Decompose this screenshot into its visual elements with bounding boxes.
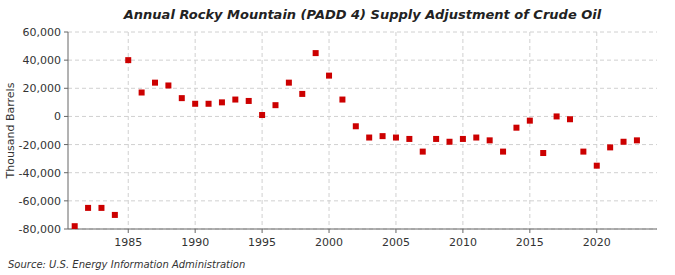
point [527, 118, 533, 124]
x-tick-label: 2020 [583, 236, 611, 249]
point [112, 212, 118, 218]
y-grid-line [68, 172, 657, 173]
point [313, 50, 319, 56]
x-grid-line [596, 32, 597, 229]
x-tick [195, 229, 196, 233]
y-grid-line [68, 229, 657, 230]
point [500, 149, 506, 155]
page: {"chart_data": { "type": "scatter", "tit… [0, 0, 675, 275]
y-grid-line [68, 200, 657, 201]
point [353, 123, 359, 129]
point [393, 135, 399, 141]
x-tick [462, 229, 463, 233]
x-tick-label: 2000 [315, 236, 343, 249]
x-grid-line [462, 32, 463, 229]
y-grid-line [68, 88, 657, 89]
point [219, 99, 225, 105]
y-tick-label: -60,000 [19, 195, 61, 208]
source-note: Source: U.S. Energy Information Administ… [8, 259, 245, 270]
x-tick [596, 229, 597, 233]
point [380, 133, 386, 139]
point [85, 205, 91, 211]
point [246, 98, 252, 104]
y-tick-label: 20,000 [23, 82, 62, 95]
y-axis-line [68, 32, 69, 229]
point [621, 139, 627, 145]
x-tick-label: 1995 [248, 236, 276, 249]
x-tick [329, 229, 330, 233]
point [607, 144, 613, 150]
point [326, 73, 332, 79]
y-tick [64, 88, 68, 89]
grid [68, 32, 657, 229]
point [634, 137, 640, 143]
x-grid-line [329, 32, 330, 229]
point [272, 102, 278, 108]
point [554, 113, 560, 119]
y-tick [64, 144, 68, 145]
x-tick-label: 1990 [181, 236, 209, 249]
point [179, 95, 185, 101]
point [594, 163, 600, 169]
x-tick [128, 229, 129, 233]
axes: -80,000 -60,000 -40,000 -20,000 0 20,000 40,00… [19, 26, 657, 249]
x-tick-label: 2010 [449, 236, 477, 249]
point [460, 136, 466, 142]
x-axis-line [68, 229, 657, 230]
point [165, 82, 171, 88]
point [487, 137, 493, 143]
x-grid-line [395, 32, 396, 229]
y-axis-label: Thousand Barrels [4, 82, 17, 179]
y-grid-line [68, 60, 657, 61]
y-tick-label: 0 [54, 110, 61, 123]
y-tick-label: -40,000 [19, 167, 61, 180]
y-grid-line [68, 32, 657, 33]
point [206, 101, 212, 107]
chart: -80,000 -60,000 -40,000 -20,000 0 20,000 40,00… [0, 0, 675, 275]
x-tick-label: 2015 [516, 236, 544, 249]
y-tick [64, 60, 68, 61]
point [259, 112, 265, 118]
points [72, 50, 640, 229]
point [473, 135, 479, 141]
point [420, 149, 426, 155]
y-tick [64, 32, 68, 33]
point [232, 97, 238, 103]
point [98, 205, 104, 211]
x-tick-label: 1985 [114, 236, 142, 249]
point [567, 116, 573, 122]
x-tick-label: 2005 [382, 236, 410, 249]
x-grid-line [262, 32, 263, 229]
y-tick [64, 200, 68, 201]
x-tick [395, 229, 396, 233]
point [447, 139, 453, 145]
x-tick [529, 229, 530, 233]
point [339, 97, 345, 103]
y-tick-label: 60,000 [23, 26, 62, 39]
point [433, 136, 439, 142]
title: Annual Rocky Mountain (PADD 4) Supply Ad… [123, 7, 602, 22]
y-tick-label: 40,000 [23, 54, 62, 67]
y-tick-label: -80,000 [19, 223, 61, 236]
y-grid-line [68, 144, 657, 145]
point [139, 90, 145, 96]
y-tick [64, 172, 68, 173]
point [299, 91, 305, 97]
y-tick-label: -20,000 [19, 139, 61, 152]
y-tick [64, 229, 68, 230]
point [513, 125, 519, 131]
x-grid-line [195, 32, 196, 229]
point [540, 150, 546, 156]
point [406, 136, 412, 142]
y-tick [64, 116, 68, 117]
point [286, 80, 292, 86]
point [366, 135, 372, 141]
point [192, 101, 198, 107]
point [580, 149, 586, 155]
point [152, 80, 158, 86]
point [72, 223, 78, 229]
point [125, 57, 131, 63]
x-grid-line [529, 32, 530, 229]
x-tick [262, 229, 263, 233]
